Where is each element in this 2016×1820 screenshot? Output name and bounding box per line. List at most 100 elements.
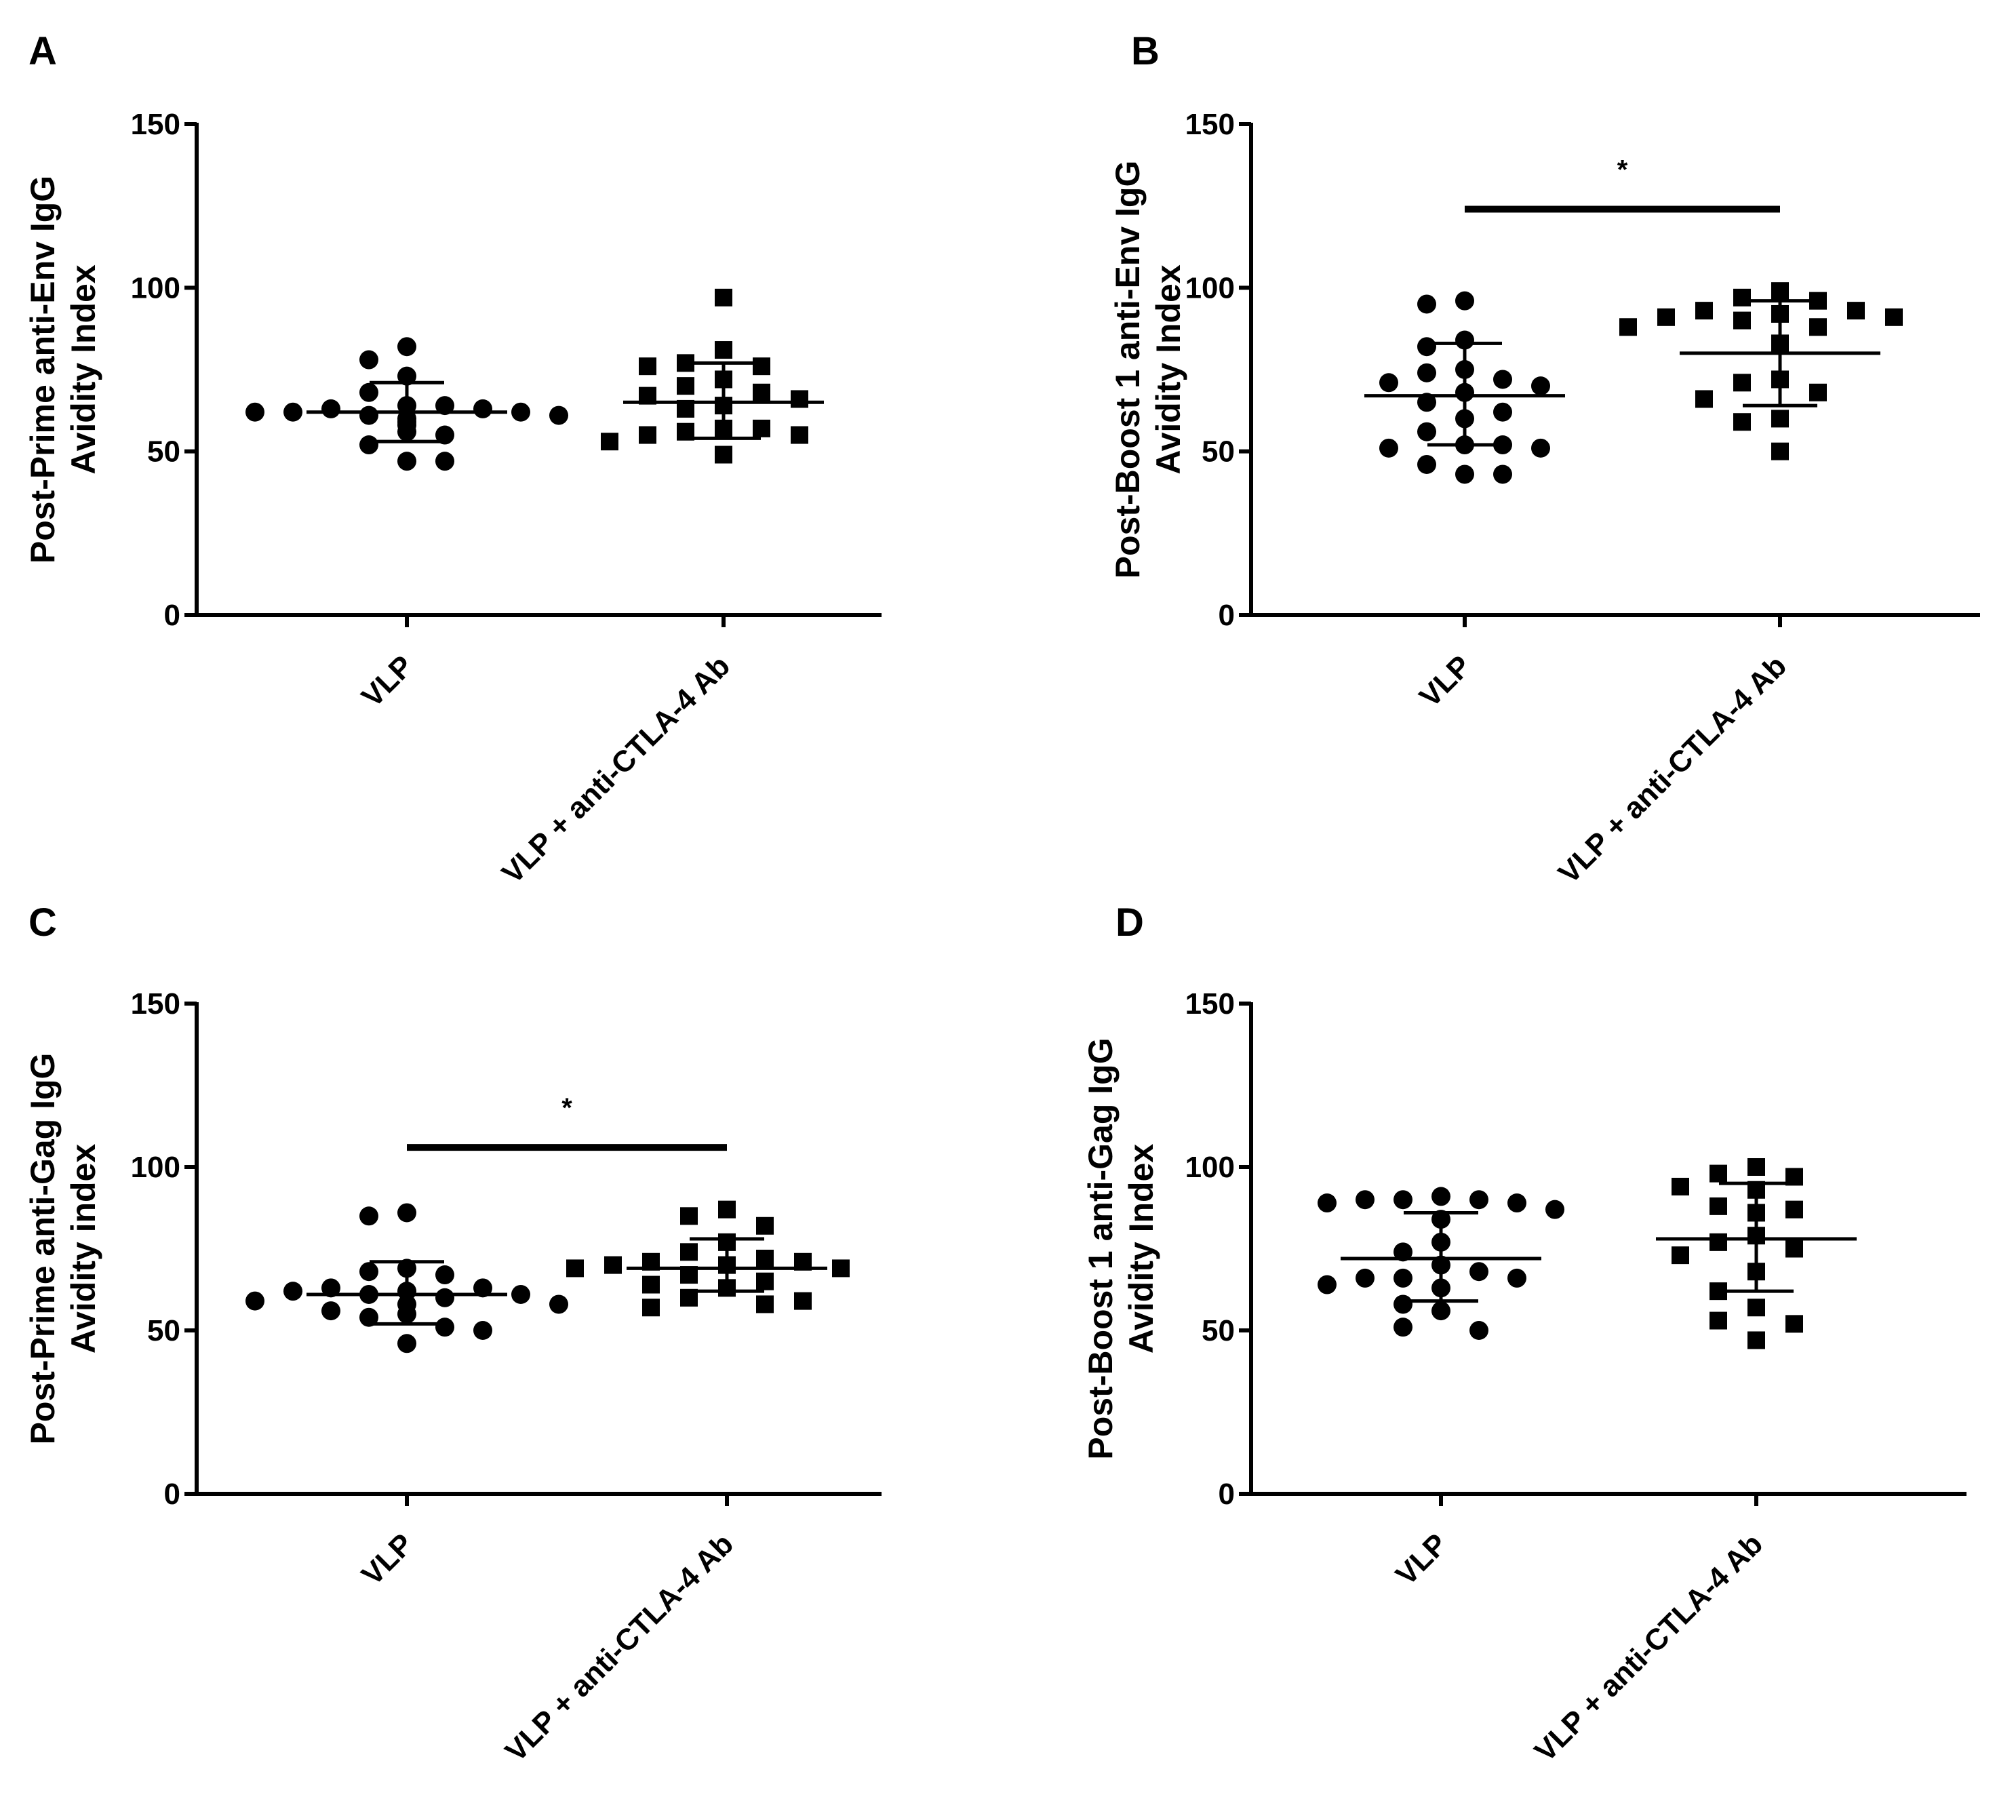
- data-point: [1493, 370, 1512, 389]
- data-point: [359, 405, 378, 425]
- data-point: [1785, 1315, 1803, 1333]
- y-tick-label: 150: [1185, 108, 1235, 141]
- y-tick-label: 100: [1185, 1151, 1235, 1184]
- y-tick-label: 50: [147, 1314, 180, 1347]
- series-vlp: [245, 337, 568, 471]
- data-point: [718, 1200, 736, 1219]
- y-axis-label-line: Avidity Index: [1149, 264, 1187, 475]
- y-axis-label-line: Post-Prime anti-Gag IgG: [24, 1053, 62, 1445]
- data-point: [511, 1284, 530, 1304]
- data-point: [435, 1288, 454, 1307]
- data-point: [397, 337, 416, 357]
- data-point: [1885, 308, 1903, 326]
- data-point: [473, 1321, 492, 1340]
- data-point: [604, 1256, 622, 1274]
- data-point: [473, 1278, 492, 1298]
- data-point: [753, 419, 770, 437]
- data-point: [511, 402, 530, 422]
- data-point: [753, 383, 770, 401]
- data-point: [1747, 1158, 1765, 1176]
- data-point: [791, 390, 808, 408]
- data-point: [359, 382, 378, 402]
- data-point: [1417, 454, 1436, 474]
- data-point: [283, 402, 302, 422]
- data-point: [1394, 1294, 1412, 1314]
- data-point: [1733, 413, 1751, 431]
- y-axis-label-line: Avidity index: [64, 1144, 102, 1354]
- data-point: [756, 1216, 774, 1235]
- y-tick-label: 150: [1185, 987, 1235, 1021]
- data-point: [397, 366, 416, 386]
- panel-letter: D: [1115, 901, 1144, 945]
- y-tick-label: 50: [1202, 1314, 1235, 1347]
- data-point: [1455, 464, 1474, 484]
- data-point: [1356, 1190, 1375, 1210]
- data-point: [549, 405, 568, 425]
- data-point: [1417, 337, 1436, 357]
- data-point: [321, 1301, 340, 1321]
- data-point: [1507, 1268, 1526, 1288]
- data-point: [321, 399, 340, 418]
- panel-letter: B: [1131, 29, 1160, 73]
- data-point: [715, 446, 732, 464]
- y-axis-label-line: Post-Boost 1 anti-Gag IgG: [1082, 1037, 1120, 1459]
- data-point: [359, 1206, 378, 1226]
- y-tick-label: 50: [147, 435, 180, 469]
- y-axis-label-line: Avidity Index: [64, 264, 102, 475]
- data-point: [715, 341, 732, 359]
- data-point: [283, 1282, 302, 1301]
- data-point: [1531, 438, 1550, 458]
- data-point: [1394, 1190, 1412, 1210]
- y-axis-label-line: Post-Boost 1 anti-Env IgG: [1109, 161, 1147, 579]
- data-point: [1545, 1200, 1564, 1219]
- data-point: [1493, 464, 1512, 484]
- data-point: [639, 357, 656, 376]
- data-point: [245, 1291, 264, 1311]
- data-point: [1672, 1177, 1689, 1195]
- series-vlp: [245, 1203, 568, 1353]
- data-point: [473, 399, 492, 418]
- y-tick-label: 0: [164, 599, 180, 632]
- data-point: [1356, 1268, 1375, 1288]
- data-point: [1469, 1321, 1488, 1340]
- data-point: [1379, 373, 1398, 393]
- data-point: [1417, 363, 1436, 382]
- data-point: [1318, 1193, 1337, 1213]
- data-point: [639, 426, 656, 444]
- y-axis-label-line: Post-Prime anti-Env IgG: [24, 176, 62, 563]
- series-vlp-anti-ctla4: [601, 288, 824, 464]
- data-point: [397, 452, 416, 471]
- y-tick-label: 150: [131, 987, 180, 1021]
- data-point: [1747, 1331, 1765, 1349]
- data-point: [1709, 1197, 1727, 1215]
- data-point: [359, 1307, 378, 1327]
- data-point: [1455, 291, 1474, 311]
- y-axis-label: Post-Prime anti-Env IgGAvidity Index: [24, 176, 102, 563]
- data-point: [1747, 1299, 1765, 1317]
- data-point: [245, 402, 264, 422]
- data-point: [680, 1243, 698, 1261]
- series-vlp-anti-ctla4: [1619, 282, 1903, 460]
- data-point: [677, 377, 694, 395]
- data-point: [642, 1275, 660, 1294]
- data-point: [1847, 302, 1865, 320]
- data-point: [680, 1207, 698, 1225]
- data-point: [715, 288, 732, 306]
- y-axis-label: Post-Prime anti-Gag IgGAvidity index: [24, 1053, 102, 1445]
- data-point: [756, 1295, 774, 1313]
- data-point: [1771, 410, 1789, 428]
- series-vlp-anti-ctla4: [566, 1200, 850, 1317]
- data-point: [1619, 318, 1637, 336]
- data-point: [1431, 1301, 1450, 1321]
- data-point: [791, 426, 808, 444]
- data-point: [1417, 422, 1436, 441]
- data-point: [435, 1265, 454, 1285]
- data-point: [435, 452, 454, 471]
- data-point: [1809, 383, 1827, 401]
- data-point: [1733, 374, 1751, 392]
- data-point: [397, 1334, 416, 1353]
- y-tick-label: 0: [1219, 1478, 1235, 1511]
- data-point: [1394, 1242, 1412, 1262]
